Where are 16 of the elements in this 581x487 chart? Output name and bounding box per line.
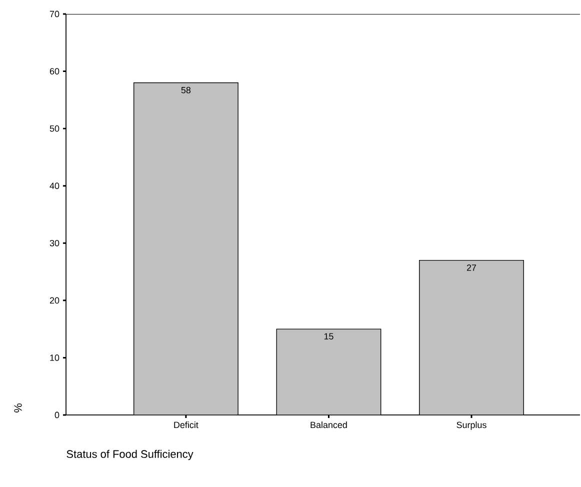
y-tick-label: 20 bbox=[50, 297, 60, 304]
y-tick-label: 70 bbox=[50, 10, 60, 18]
x-axis-title: Status of Food Sufficiency bbox=[66, 450, 194, 460]
data-label: 27 bbox=[466, 264, 476, 271]
x-tick-label: Balanced bbox=[310, 422, 347, 428]
data-label: 15 bbox=[324, 333, 334, 340]
y-tick-label: 30 bbox=[50, 240, 60, 246]
y-tick-label: 40 bbox=[50, 182, 60, 190]
y-axis-title: % bbox=[14, 404, 22, 412]
x-tick-label: Surplus bbox=[456, 422, 486, 430]
y-tick-label: 0 bbox=[54, 412, 60, 418]
y-tick-label: 60 bbox=[50, 68, 60, 74]
data-label: 58 bbox=[181, 86, 191, 94]
y-tick-label: 50 bbox=[50, 125, 60, 132]
y-tick-label: 10 bbox=[50, 354, 60, 361]
x-tick-label: Deficit bbox=[174, 422, 198, 428]
